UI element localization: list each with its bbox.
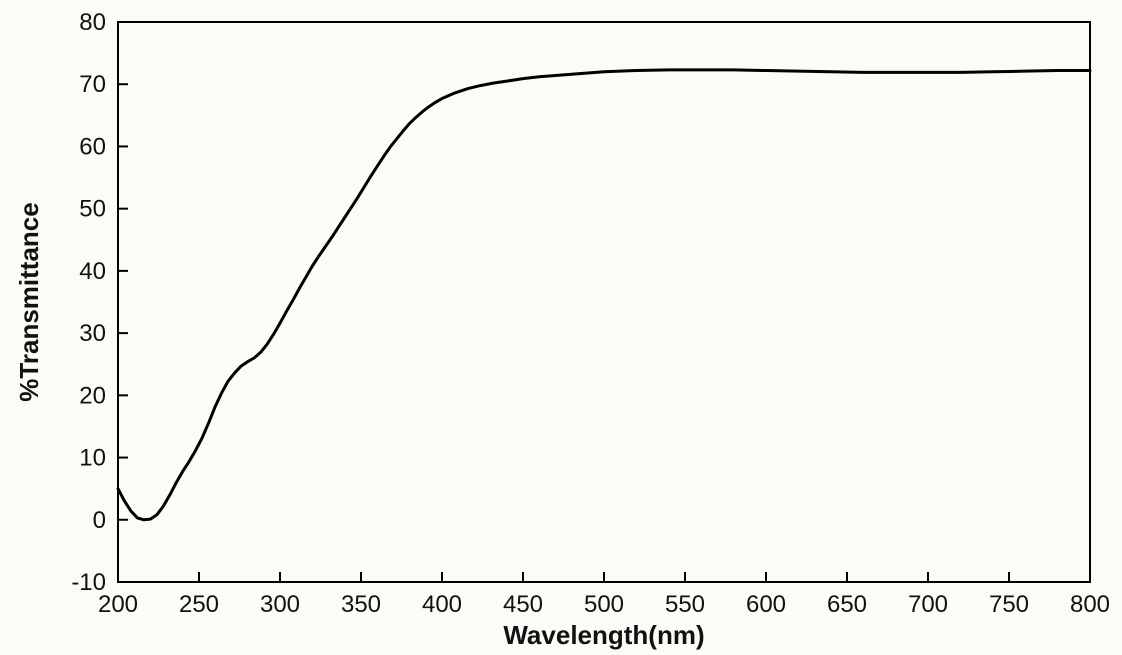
y-tick-label: 60 — [79, 133, 106, 160]
y-tick-label: -10 — [71, 569, 106, 596]
x-tick-label: 600 — [746, 591, 786, 618]
y-tick-label: 30 — [79, 320, 106, 347]
x-tick-label: 450 — [503, 591, 543, 618]
x-tick-label: 650 — [827, 591, 867, 618]
transmittance-chart: 200250300350400450500550600650700750800-… — [0, 0, 1122, 655]
x-tick-label: 400 — [422, 591, 462, 618]
y-tick-label: 50 — [79, 196, 106, 223]
x-tick-label: 700 — [908, 591, 948, 618]
x-tick-label: 500 — [584, 591, 624, 618]
x-tick-label: 550 — [665, 591, 705, 618]
y-tick-label: 20 — [79, 382, 106, 409]
chart-svg: 200250300350400450500550600650700750800-… — [0, 0, 1122, 655]
y-tick-label: 0 — [93, 507, 106, 534]
y-tick-label: 10 — [79, 445, 106, 472]
y-tick-label: 40 — [79, 258, 106, 285]
x-tick-label: 800 — [1070, 591, 1110, 618]
x-axis-title: Wavelength(nm) — [503, 620, 704, 650]
y-tick-label: 70 — [79, 71, 106, 98]
y-tick-label: 80 — [79, 9, 106, 36]
x-tick-label: 750 — [989, 591, 1029, 618]
x-tick-label: 300 — [260, 591, 300, 618]
plot-background — [0, 0, 1122, 655]
x-tick-label: 250 — [179, 591, 219, 618]
y-axis-title: %Transmittance — [14, 202, 44, 401]
x-tick-label: 350 — [341, 591, 381, 618]
